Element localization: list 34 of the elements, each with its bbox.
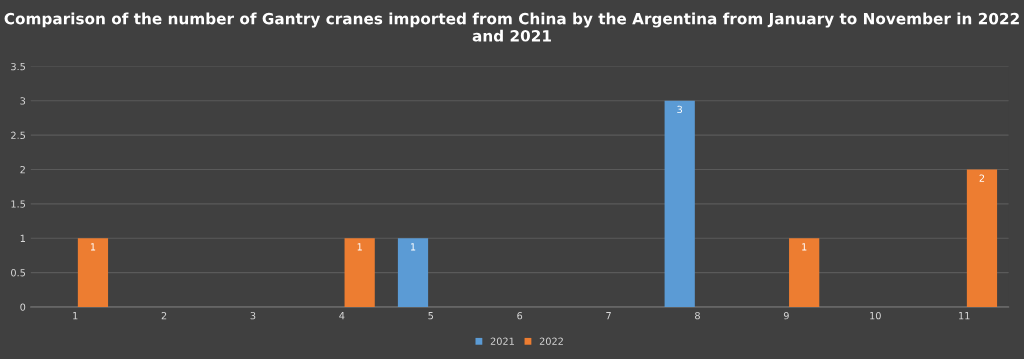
x-tick-label: 10 [870, 311, 881, 320]
x-tick-label: 6 [517, 311, 523, 320]
y-tick-label: 3.5 [11, 62, 26, 71]
x-tick-label: 5 [428, 312, 434, 320]
x-tick-label: 8 [695, 311, 700, 320]
x-tick-label: 2 [161, 311, 167, 320]
x-tick-label: 1 [73, 312, 78, 320]
bar [397, 238, 429, 307]
y-tick-label: 1.5 [11, 200, 26, 208]
data-label: 3 [677, 105, 683, 114]
y-tick-label: 2 [20, 165, 25, 174]
y-tick-label: 0 [20, 303, 26, 311]
data-label: 1 [410, 243, 416, 251]
bar [966, 169, 998, 307]
y-tick-label: 0.5 [11, 269, 26, 277]
bar [344, 238, 375, 307]
x-tick-label: 3 [250, 311, 256, 320]
bar [789, 238, 820, 307]
bar [77, 238, 109, 307]
data-label: 1 [357, 243, 362, 251]
y-tick-label: 1 [20, 234, 25, 242]
x-tick-label: 4 [339, 312, 345, 320]
x-tick-label: 11 [959, 312, 970, 320]
legend-label: 2021 [490, 337, 514, 345]
bar [664, 100, 695, 307]
x-tick-label: 7 [606, 312, 611, 320]
legend-label: 2022 [539, 337, 563, 345]
chart-title: Comparison of the number of Gantry cranes imported from China by the Argentina from January to November in 2022 and 2021 [4, 12, 1019, 42]
data-label: 1 [90, 243, 96, 251]
y-tick-label: 2.5 [11, 131, 26, 139]
x-tick-label: 9 [783, 311, 789, 320]
data-label: 1 [802, 243, 807, 251]
data-label: 2 [979, 174, 985, 182]
y-tick-label: 3 [20, 97, 26, 105]
